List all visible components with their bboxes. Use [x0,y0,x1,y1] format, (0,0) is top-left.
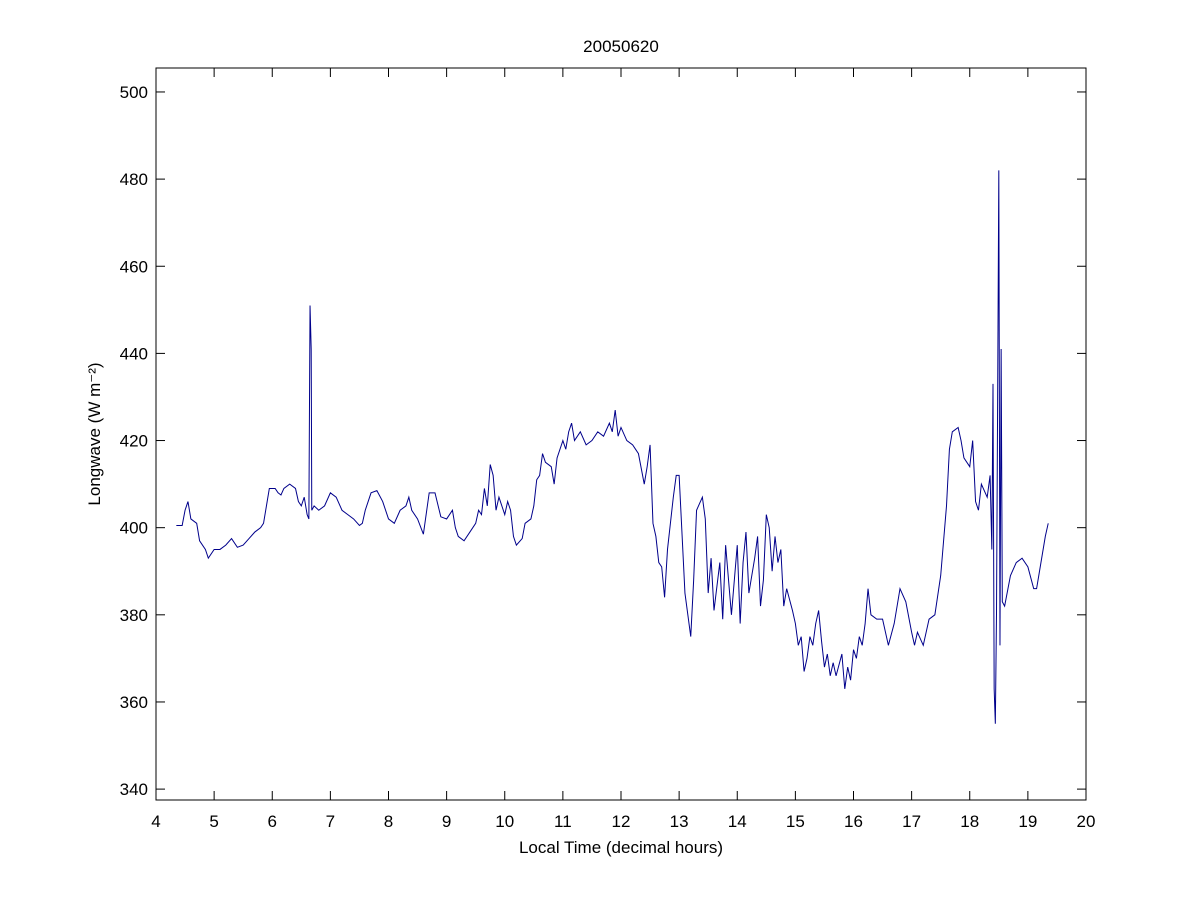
y-tick-label: 460 [120,257,148,276]
x-tick-label: 8 [384,812,393,831]
y-tick-label: 420 [120,432,148,451]
chart-title: 20050620 [583,37,659,56]
x-tick-label: 19 [1018,812,1037,831]
x-tick-label: 5 [209,812,218,831]
y-tick-label: 500 [120,83,148,102]
x-tick-label: 4 [151,812,160,831]
x-tick-label: 16 [844,812,863,831]
plot-frame [155,67,1087,801]
y-tick-label: 480 [120,170,148,189]
x-tick-label: 17 [902,812,921,831]
data-line [176,170,1049,724]
y-tick-label: 440 [120,344,148,363]
x-tick-label: 13 [670,812,689,831]
y-tick-label: 400 [120,519,148,538]
x-tick-label: 6 [268,812,277,831]
y-tick-label: 340 [120,780,148,799]
x-tick-label: 11 [554,812,572,831]
x-tick-label: 20 [1077,812,1096,831]
x-tick-label: 12 [612,812,631,831]
x-tick-label: 18 [960,812,979,831]
x-axis-label: Local Time (decimal hours) [519,838,723,857]
x-tick-label: 7 [326,812,335,831]
x-tick-label: 14 [728,812,747,831]
x-tick-label: 9 [442,812,451,831]
x-tick-label: 15 [786,812,805,831]
y-axis-label: Longwave (W m⁻²) [85,362,104,505]
y-tick-label: 360 [120,693,148,712]
y-tick-label: 380 [120,606,148,625]
x-tick-label: 10 [495,812,514,831]
